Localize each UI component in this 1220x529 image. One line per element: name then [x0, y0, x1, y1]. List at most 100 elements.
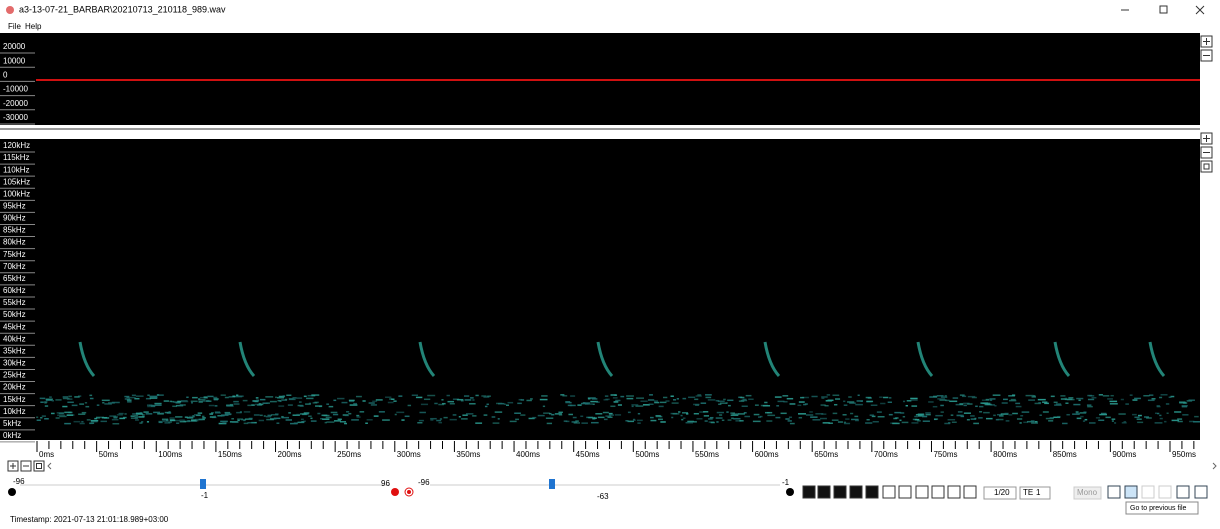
energy	[1053, 401, 1058, 404]
energy	[147, 394, 150, 396]
energy	[1027, 420, 1035, 423]
energy	[743, 412, 747, 414]
nav-button[interactable]	[1141, 485, 1155, 499]
energy	[870, 404, 878, 407]
slider-thumb[interactable]	[200, 479, 206, 489]
energy	[487, 395, 491, 397]
time-label: 100ms	[158, 450, 182, 459]
frequency-label: 0kHz	[3, 431, 21, 440]
frequency-label: 50kHz	[3, 310, 26, 319]
energy	[558, 414, 563, 416]
energy	[169, 400, 173, 403]
energy	[351, 419, 359, 421]
energy	[346, 411, 350, 413]
tool-button[interactable]	[849, 485, 863, 499]
energy	[821, 396, 828, 398]
tool-button[interactable]	[963, 485, 977, 499]
energy	[183, 420, 190, 423]
energy	[1174, 411, 1182, 413]
energy	[627, 420, 635, 423]
tool-button[interactable]	[817, 485, 831, 499]
tool-button[interactable]	[915, 485, 929, 499]
energy	[597, 416, 605, 419]
energy	[673, 399, 677, 401]
tool-button[interactable]	[865, 485, 879, 499]
energy	[956, 414, 964, 417]
energy	[721, 419, 725, 422]
tool-button[interactable]	[898, 485, 912, 499]
energy	[443, 416, 448, 419]
icon-fit	[36, 463, 42, 469]
maximize[interactable]	[1159, 5, 1168, 14]
nav-button[interactable]	[1194, 485, 1208, 499]
energy	[563, 420, 568, 422]
energy	[605, 415, 612, 417]
energy	[139, 411, 143, 414]
nav-button[interactable]	[1176, 485, 1190, 499]
page-dropdown[interactable]	[983, 486, 1017, 500]
energy	[1039, 414, 1042, 416]
menu-file[interactable]: File	[8, 22, 21, 31]
nav-button[interactable]	[1124, 485, 1138, 499]
energy	[997, 418, 1004, 421]
nav-button[interactable]	[1107, 485, 1121, 499]
energy	[627, 411, 631, 414]
energy	[192, 415, 196, 418]
energy	[1033, 395, 1036, 397]
energy	[637, 422, 641, 424]
energy	[171, 400, 175, 403]
energy	[672, 413, 680, 415]
slider-thumb[interactable]	[549, 479, 555, 489]
energy	[545, 417, 554, 419]
energy	[1168, 396, 1172, 398]
energy	[716, 421, 719, 423]
energy	[207, 395, 214, 398]
energy	[111, 401, 120, 404]
energy	[190, 402, 193, 404]
channel-dropdown[interactable]	[1073, 486, 1102, 500]
tool-button[interactable]	[947, 485, 961, 499]
energy	[198, 401, 203, 403]
energy	[239, 411, 242, 413]
energy	[56, 412, 65, 414]
red-dot[interactable]	[391, 488, 399, 496]
energy	[899, 419, 902, 422]
energy	[44, 405, 49, 407]
energy	[154, 402, 162, 405]
energy	[194, 418, 203, 421]
tool-button[interactable]	[802, 485, 816, 499]
energy	[568, 413, 573, 416]
splitter[interactable]	[0, 128, 1200, 130]
energy	[124, 413, 127, 415]
tool-button[interactable]	[833, 485, 847, 499]
record-dot[interactable]	[8, 488, 16, 496]
energy	[1110, 394, 1114, 397]
energy	[983, 411, 990, 414]
energy	[693, 403, 700, 406]
energy	[596, 401, 600, 403]
scroll-arrows[interactable]	[47, 462, 1217, 470]
energy	[441, 399, 444, 401]
energy	[55, 417, 60, 419]
nav-button[interactable]	[1158, 485, 1172, 499]
energy	[741, 405, 748, 408]
tool-button[interactable]	[882, 485, 896, 499]
energy	[1134, 416, 1140, 419]
app-icon	[6, 6, 14, 14]
energy	[1053, 416, 1061, 419]
zoom-fit-spec[interactable]	[1200, 160, 1213, 173]
tool-button[interactable]	[931, 485, 945, 499]
energy	[172, 405, 177, 408]
mode-dropdown[interactable]	[1019, 486, 1051, 500]
red-ring[interactable]	[404, 487, 414, 497]
energy	[430, 419, 434, 421]
window-controls[interactable]	[1121, 5, 1205, 15]
energy	[905, 404, 908, 407]
tool-record[interactable]	[786, 488, 794, 496]
energy	[693, 412, 699, 415]
menu-help[interactable]: Help	[25, 22, 42, 31]
frequency-label: 35kHz	[3, 346, 26, 355]
energy	[530, 398, 533, 400]
close[interactable]	[1195, 5, 1205, 15]
zoom-fit-time[interactable]	[33, 460, 45, 472]
